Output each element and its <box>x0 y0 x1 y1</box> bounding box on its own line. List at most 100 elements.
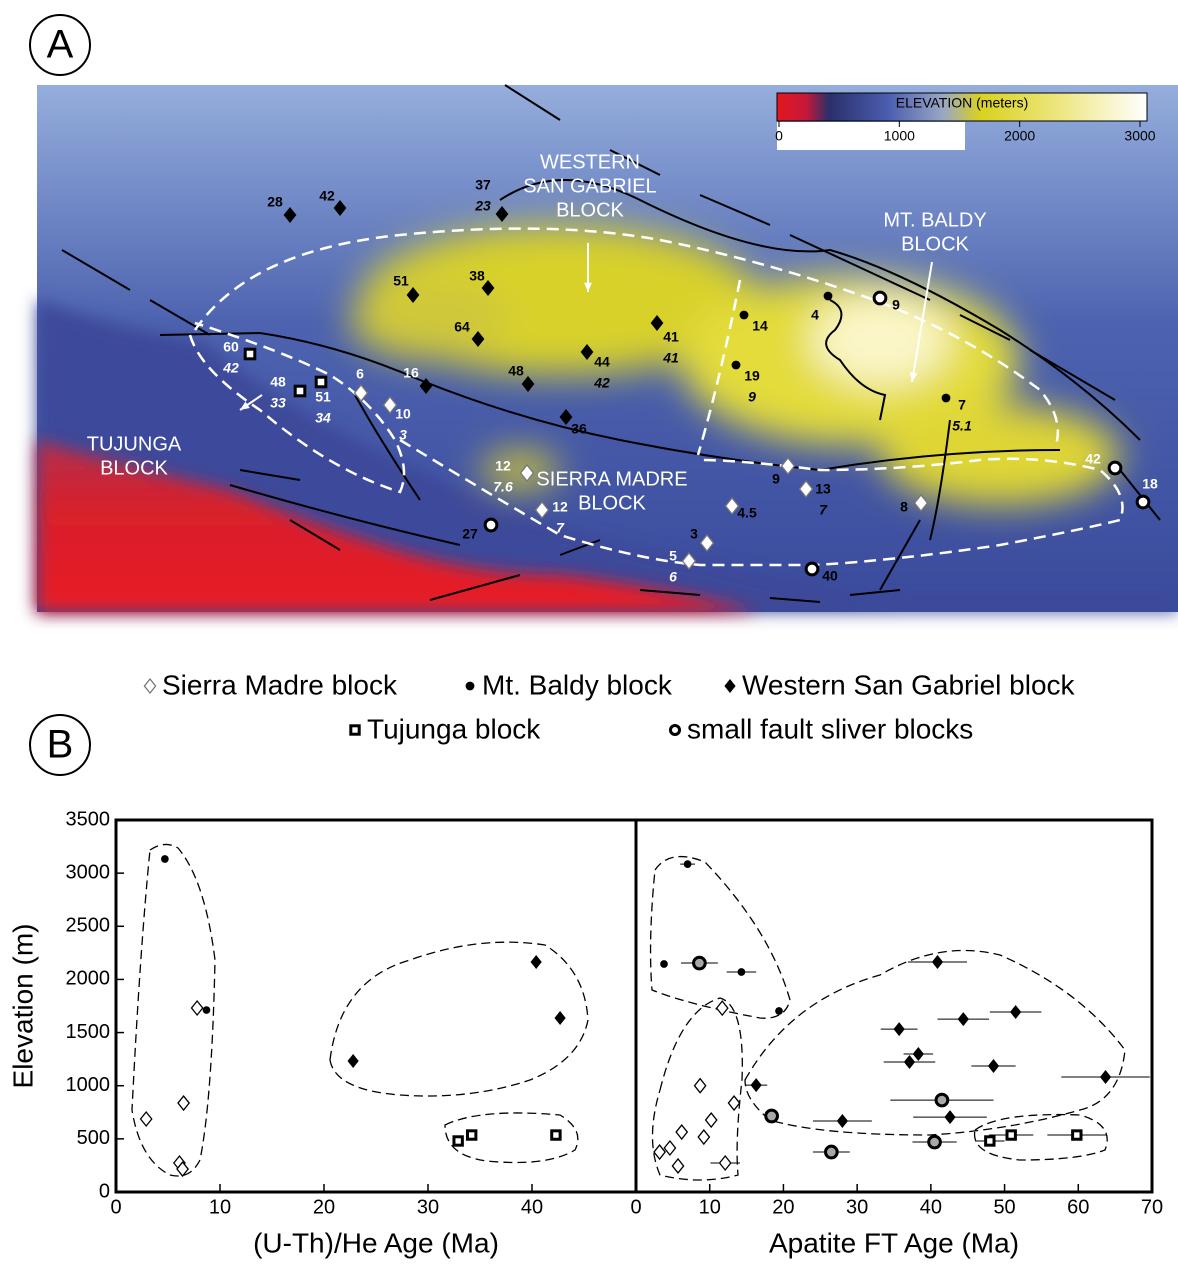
sample-age-label: 51 <box>393 273 409 289</box>
diamond-marker <box>348 1054 359 1068</box>
ring-marker <box>936 1094 948 1106</box>
sample-age-label: 19 <box>744 368 760 384</box>
legend-label: Tujunga block <box>367 713 541 744</box>
diamond-marker <box>944 1110 955 1124</box>
diamond-marker <box>751 1078 762 1092</box>
sample-age-label: 4 <box>811 307 819 323</box>
sample-age-label: 12 <box>495 458 511 474</box>
square-marker <box>986 1137 994 1145</box>
diamond-open-marker <box>698 1130 709 1144</box>
y-tick-label: 3000 <box>66 861 111 883</box>
square-marker <box>245 349 255 359</box>
block-label: BLOCK <box>556 199 624 221</box>
sample-age-label: 7.6 <box>493 479 513 495</box>
sample-age-label: 6 <box>669 569 677 585</box>
x-tick-label: 60 <box>1067 1196 1089 1218</box>
block-label: MT. BALDY <box>883 209 986 231</box>
sample-age-label: 64 <box>454 319 470 335</box>
square-marker <box>316 377 326 387</box>
diamond-open-marker <box>178 1096 189 1110</box>
ring-marker <box>694 957 706 969</box>
sample-age-label: 27 <box>462 526 478 542</box>
diamond-marker <box>988 1059 999 1073</box>
sample-age-label: 28 <box>267 194 283 210</box>
x-tick-label: 70 <box>1141 1196 1163 1218</box>
sample-age-label: 36 <box>571 421 587 437</box>
figure: A ELEVATION (meters) <box>0 0 1178 1265</box>
sample-age-label: 37 <box>475 177 491 193</box>
diamond-open-marker <box>672 1159 683 1173</box>
panel-label: B <box>47 723 74 767</box>
square-marker <box>552 1131 560 1139</box>
sample-age-label: 7 <box>819 502 828 518</box>
diamond-open-marker <box>695 1079 706 1093</box>
x-tick-label: 10 <box>699 1196 721 1218</box>
diamond-open-marker <box>720 1156 731 1170</box>
diamond-open-marker <box>141 1112 152 1126</box>
sample-age-label: 14 <box>752 318 768 334</box>
ring-marker <box>825 1146 837 1158</box>
dot-marker <box>203 1006 211 1014</box>
legend-label: small fault sliver blocks <box>687 713 973 744</box>
sample-age-label: 44 <box>594 354 610 370</box>
square-marker <box>1073 1131 1081 1139</box>
diamond-marker <box>958 1012 969 1026</box>
y-axis-title: Elevation (m) <box>7 924 38 1089</box>
square-marker <box>1007 1131 1015 1139</box>
sample-age-label: 42 <box>1085 451 1101 467</box>
ring-marker <box>806 563 818 575</box>
colorbar-tick-label: 2000 <box>1004 128 1035 144</box>
sample-age-label: 3 <box>690 526 698 542</box>
x-tick-label: 50 <box>993 1196 1015 1218</box>
y-tick-label: 1500 <box>66 1021 111 1043</box>
diamond-marker <box>913 1047 924 1061</box>
block-label: BLOCK <box>901 233 969 255</box>
sample-age-label: 42 <box>222 360 239 376</box>
dot-marker <box>942 394 951 403</box>
diamond-marker <box>554 1011 565 1025</box>
sample-age-label: 48 <box>508 363 524 379</box>
sample-age-label: 5 <box>669 548 677 564</box>
plot-frame <box>116 820 1152 1192</box>
x-tick-label: 10 <box>209 1196 231 1218</box>
sample-age-label: 48 <box>270 374 286 390</box>
colorbar-title: ELEVATION (meters) <box>896 95 1029 111</box>
sample-age-label: 8 <box>900 499 908 515</box>
sample-age-label: 6 <box>356 366 364 382</box>
x-axis-title: Apatite FT Age (Ma) <box>769 1227 1019 1258</box>
sample-age-label: 12 <box>552 499 568 515</box>
dot-marker <box>660 960 668 968</box>
sample-age-label: 16 <box>403 365 419 381</box>
sample-age-label: 34 <box>315 410 331 426</box>
dot-marker <box>466 682 475 691</box>
x-tick-label: 20 <box>772 1196 794 1218</box>
block-label: SAN GABRIEL <box>523 175 656 197</box>
diamond-marker <box>837 1114 848 1128</box>
square-marker <box>351 726 359 734</box>
block-label: BLOCK <box>578 492 646 514</box>
sample-age-label: 7 <box>958 397 966 413</box>
dot-marker <box>740 311 749 320</box>
sample-age-label: 9 <box>748 389 756 405</box>
diamond-open-marker <box>664 1141 675 1155</box>
panel-label: A <box>47 23 74 67</box>
dot-marker <box>824 292 833 301</box>
sample-age-label: 42 <box>593 375 610 391</box>
y-tick-label: 2500 <box>66 915 111 937</box>
sample-age-label: 9 <box>772 471 780 487</box>
sample-age-label: 18 <box>1142 476 1158 492</box>
y-tick-label: 500 <box>77 1127 110 1149</box>
diamond-open-marker <box>728 1096 739 1110</box>
diamond-open-marker <box>676 1125 687 1139</box>
sample-age-label: 41 <box>663 329 679 345</box>
diamond-open-marker <box>706 1113 717 1127</box>
block-label: SIERRA MADRE <box>536 468 687 490</box>
sample-age-label: 38 <box>469 268 485 284</box>
legend-label: Mt. Baldy block <box>482 669 673 700</box>
diamond-marker <box>904 1055 915 1069</box>
sample-age-label: 4.5 <box>737 505 757 521</box>
diamond-marker <box>894 1022 905 1036</box>
block-label: WESTERN <box>540 151 640 173</box>
ring-marker <box>929 1136 941 1148</box>
diamond-marker <box>531 955 542 969</box>
